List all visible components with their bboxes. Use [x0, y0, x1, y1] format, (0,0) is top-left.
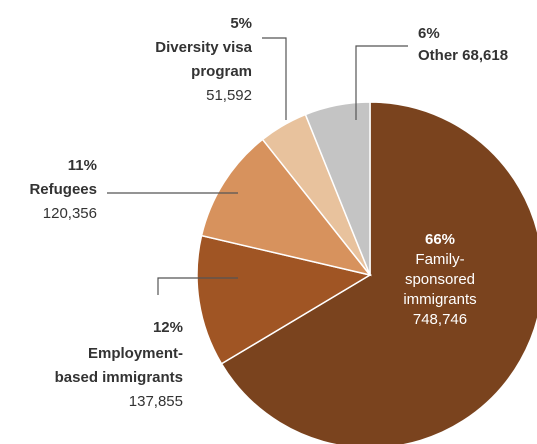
- slice-label-name-diversity-0: Diversity visa: [155, 39, 252, 56]
- slice-label-pct-diversity: 5%: [230, 15, 252, 32]
- slice-label-value-family: 748,746: [413, 311, 467, 328]
- leader-lines: [107, 37, 408, 295]
- pie-slices: [196, 101, 537, 444]
- slice-label-pct-employment: 12%: [153, 319, 183, 336]
- slice-label-name-family-0: Family-: [415, 251, 464, 268]
- slice-label-name-family-1: sponsored: [405, 271, 475, 288]
- slice-label-name-employment-0: Employment-: [88, 345, 183, 362]
- slice-label-name-other-0: Other 68,618: [418, 47, 508, 64]
- slice-labels: 66% Family-sponsored immigrants 748,746 12% E…: [29, 15, 508, 410]
- slice-label-value-diversity: 51,592: [206, 87, 252, 104]
- slice-label-name-employment-1: based immigrants: [55, 369, 183, 386]
- slice-label-value-refugees: 120,356: [43, 205, 97, 222]
- slice-label-name-refugees-0: Refugees: [29, 181, 97, 198]
- slice-label-name-family-2: immigrants: [403, 291, 476, 308]
- slice-label-name-diversity-1: program: [191, 63, 252, 80]
- pie-slice-refugees: [200, 138, 372, 277]
- slice-label-pct-other: 6%: [418, 25, 440, 42]
- slice-label-pct-refugees: 11%: [68, 157, 97, 174]
- pie-slice-employment: [196, 234, 372, 365]
- slice-label-value-other: 68,618: [458, 47, 508, 64]
- pie-slice-other: [304, 101, 371, 276]
- leader-line-employment: [157, 277, 238, 295]
- leader-line-other: [355, 45, 408, 120]
- slice-label-value-employment: 137,855: [129, 393, 183, 410]
- pie-slice-family: [220, 101, 537, 444]
- leader-line-diversity: [262, 37, 287, 120]
- slice-label-pct-family: 66%: [425, 231, 455, 248]
